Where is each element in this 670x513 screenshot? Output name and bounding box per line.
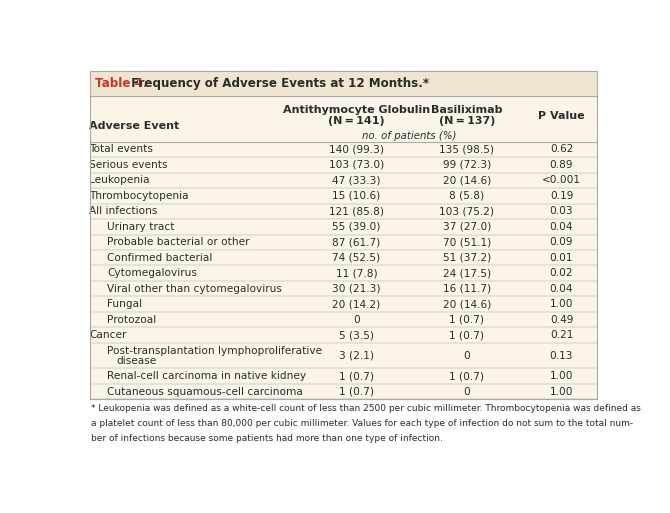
Text: (N = 141): (N = 141) [328,116,385,126]
Text: 1 (0.7): 1 (0.7) [449,314,484,325]
Text: 30 (21.3): 30 (21.3) [332,284,381,294]
Text: Renal-cell carcinoma in native kidney: Renal-cell carcinoma in native kidney [107,371,306,381]
Bar [90,234,597,250]
Text: Antithymocyte Globulin: Antithymocyte Globulin [283,105,430,115]
Text: Probable bacterial or other: Probable bacterial or other [107,238,250,247]
Text: 0: 0 [464,387,470,397]
Text: <0.001: <0.001 [542,175,581,185]
Text: 0.19: 0.19 [550,191,573,201]
Text: Thrombocytopenia: Thrombocytopenia [89,191,188,201]
Bar [90,142,597,157]
Bar [90,204,597,219]
Text: 0.13: 0.13 [549,350,574,361]
Text: 37 (27.0): 37 (27.0) [442,222,491,232]
Text: 1 (0.7): 1 (0.7) [449,371,484,381]
Text: Post-transplantation lymphoproliferative: Post-transplantation lymphoproliferative [107,346,322,356]
Text: Leukopenia: Leukopenia [89,175,149,185]
Text: 74 (52.5): 74 (52.5) [332,253,381,263]
Bar [90,297,597,312]
Text: 0.89: 0.89 [549,160,574,170]
Text: disease: disease [117,356,157,366]
Text: 0.09: 0.09 [549,238,574,247]
Text: 103 (73.0): 103 (73.0) [329,160,384,170]
Text: P Value: P Value [538,111,585,121]
Text: All infections: All infections [89,206,157,216]
Text: Cutaneous squamous-cell carcinoma: Cutaneous squamous-cell carcinoma [107,387,303,397]
Bar [90,266,597,281]
Text: 0: 0 [353,314,360,325]
Text: 47 (33.3): 47 (33.3) [332,175,381,185]
Text: (N = 137): (N = 137) [438,116,495,126]
Text: 16 (11.7): 16 (11.7) [443,284,490,294]
Text: Confirmed bacterial: Confirmed bacterial [107,253,212,263]
Text: 1 (0.7): 1 (0.7) [339,387,374,397]
Text: 8 (5.8): 8 (5.8) [449,191,484,201]
Bar [90,384,597,399]
Bar [90,250,597,266]
Text: 0: 0 [464,350,470,361]
Text: 87 (61.7): 87 (61.7) [332,238,381,247]
Bar [90,312,597,327]
Text: * Leukopenia was defined as a white-cell count of less than 2500 per cubic milli: * Leukopenia was defined as a white-cell… [91,404,641,413]
Text: 0.21: 0.21 [550,330,573,340]
Text: 0.02: 0.02 [549,268,574,278]
Text: 3 (2.1): 3 (2.1) [339,350,374,361]
Text: 135 (98.5): 135 (98.5) [440,145,494,154]
Bar [90,343,597,368]
Text: 20 (14.2): 20 (14.2) [332,299,381,309]
Text: 103 (75.2): 103 (75.2) [440,206,494,216]
Text: 20 (14.6): 20 (14.6) [443,299,491,309]
Text: Table 4.: Table 4. [95,77,147,90]
Text: 0.04: 0.04 [549,284,574,294]
Text: 1.00: 1.00 [549,371,574,381]
Text: 140 (99.3): 140 (99.3) [329,145,384,154]
Bar [90,281,597,297]
Text: 24 (17.5): 24 (17.5) [443,268,490,278]
Text: 11 (7.8): 11 (7.8) [336,268,377,278]
Text: Urinary tract: Urinary tract [107,222,175,232]
Bar [90,368,597,384]
Text: 1 (0.7): 1 (0.7) [449,330,484,340]
Text: Cytomegalovirus: Cytomegalovirus [107,268,197,278]
Text: 55 (39.0): 55 (39.0) [332,222,381,232]
Text: 0.62: 0.62 [550,145,573,154]
Text: 0.49: 0.49 [550,314,573,325]
Text: ber of infections because some patients had more than one type of infection.: ber of infections because some patients … [91,434,443,443]
Text: 20 (14.6): 20 (14.6) [443,175,491,185]
Text: 1.00: 1.00 [549,387,574,397]
Text: Adverse Event: Adverse Event [89,121,179,131]
Text: 5 (3.5): 5 (3.5) [339,330,374,340]
Bar [90,188,597,204]
Text: Cancer: Cancer [89,330,127,340]
Text: 121 (85.8): 121 (85.8) [329,206,384,216]
Text: 51 (37.2): 51 (37.2) [443,253,491,263]
Bar [90,71,597,399]
Bar [90,173,597,188]
Text: Viral other than cytomegalovirus: Viral other than cytomegalovirus [107,284,282,294]
Text: Fungal: Fungal [107,299,142,309]
Bar [90,219,597,234]
Bar [90,327,597,343]
Text: 0.03: 0.03 [549,206,574,216]
Text: Frequency of Adverse Events at 12 Months.*: Frequency of Adverse Events at 12 Months… [127,77,429,90]
Text: Protozoal: Protozoal [107,314,156,325]
Bar [90,71,597,96]
Text: 0.01: 0.01 [549,253,574,263]
Text: Serious events: Serious events [89,160,168,170]
Text: 15 (10.6): 15 (10.6) [332,191,381,201]
Text: Total events: Total events [89,145,153,154]
Text: 1.00: 1.00 [549,299,574,309]
Text: 99 (72.3): 99 (72.3) [443,160,491,170]
Text: 0.04: 0.04 [549,222,574,232]
Bar [90,96,597,142]
Text: 1 (0.7): 1 (0.7) [339,371,374,381]
Text: 70 (51.1): 70 (51.1) [443,238,491,247]
Bar [90,157,597,173]
Text: a platelet count of less than 80,000 per cubic millimeter. Values for each type : a platelet count of less than 80,000 per… [91,419,633,428]
Text: no. of patients (%): no. of patients (%) [362,131,457,141]
Text: Basiliximab: Basiliximab [431,105,502,115]
